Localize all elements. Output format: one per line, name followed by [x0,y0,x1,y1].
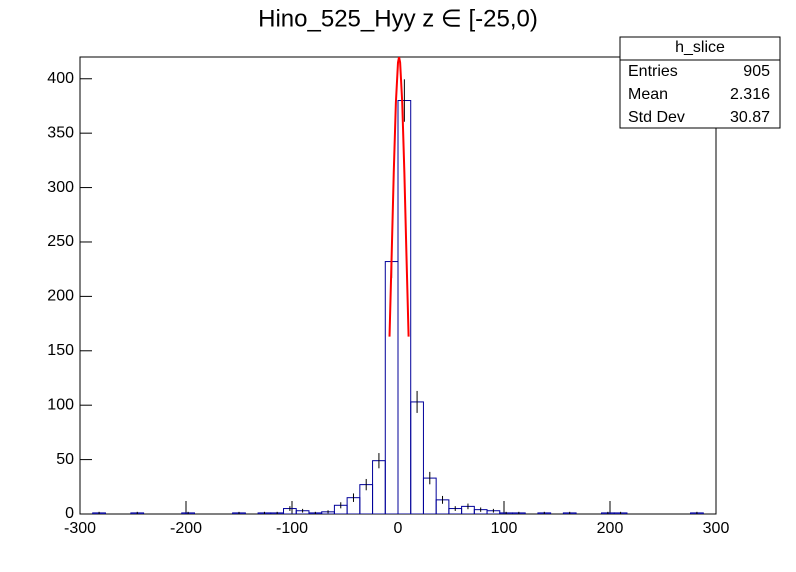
stats-box: h_slice Entries 905 Mean 2.316 Std Dev 30.87 [619,36,781,129]
stats-title: h_slice [675,39,725,56]
y-tick-label: 100 [47,396,74,413]
stats-label: Entries [628,63,678,80]
y-tick-label: 50 [56,451,74,468]
x-tick-label: 100 [491,520,518,537]
chart-title: Hino_525_Hyy z ∈ [-25,0) [258,5,538,32]
y-tick-label: 150 [47,342,74,359]
y-tick-label: 300 [47,179,74,196]
histogram [92,57,704,514]
stats-value: 30.87 [730,109,770,126]
x-tick-label: -300 [64,520,96,537]
stats-value: 905 [743,63,770,80]
stats-label: Mean [628,86,668,103]
x-tick-label: -100 [276,520,308,537]
y-tick-label: 350 [47,124,74,141]
y-tick-label: 200 [47,288,74,305]
x-tick-label: 0 [394,520,403,537]
stats-value: 2.316 [730,86,770,103]
y-tick-label: 0 [65,505,74,522]
x-tick-label: 200 [597,520,624,537]
fit-curve [388,57,410,337]
x-tick-label: -200 [170,520,202,537]
y-tick-label: 400 [47,70,74,87]
x-tick-label: 300 [703,520,730,537]
stats-frame [619,36,781,129]
stats-label: Std Dev [628,109,685,126]
y-tick-label: 250 [47,233,74,250]
